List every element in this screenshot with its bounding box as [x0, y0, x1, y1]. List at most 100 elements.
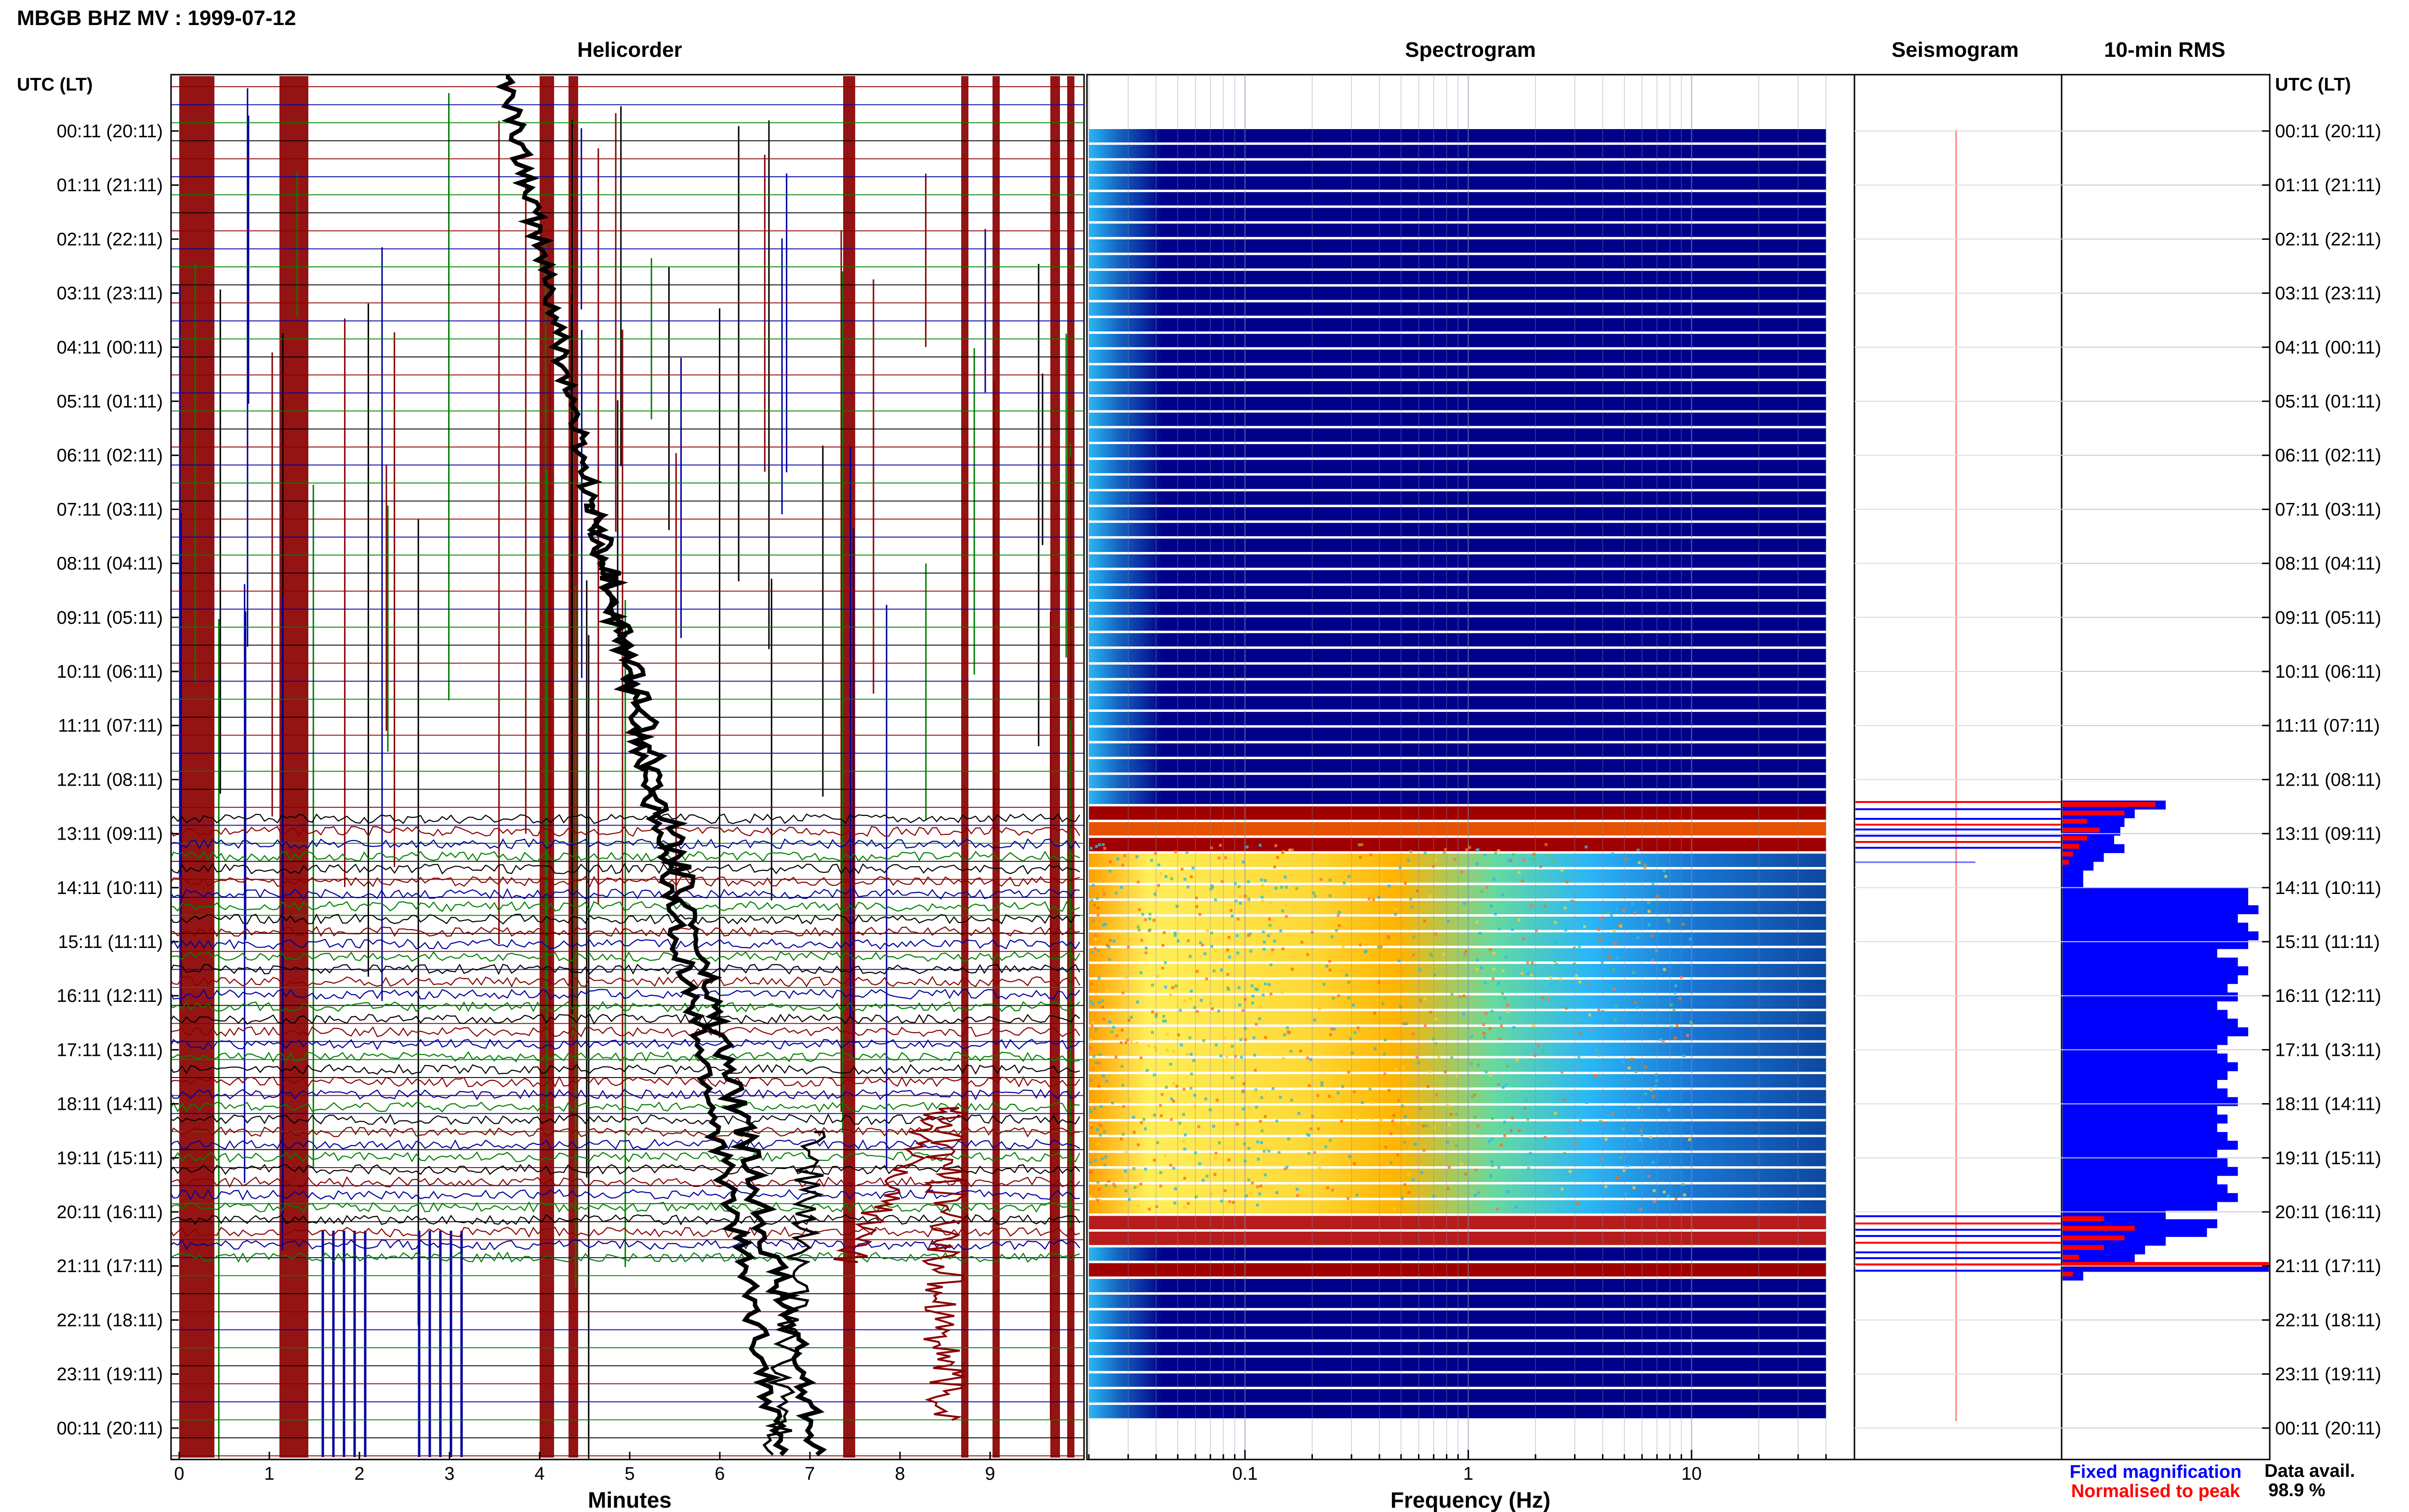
time-tick-label: 01:11 (21:11) [57, 175, 163, 196]
spectrogram-speckle [1328, 1094, 1331, 1098]
spectrogram-speckle [1517, 918, 1521, 921]
spectrogram-speckle [1170, 1118, 1173, 1121]
spectrogram-speckle [1281, 991, 1284, 994]
spectrogram-speckle [1245, 845, 1249, 849]
spectrogram-speckle [1279, 1095, 1282, 1099]
spectrogram-speckle [1652, 882, 1655, 885]
spectrogram-row [1089, 1263, 1826, 1277]
spectrogram-speckle [1276, 856, 1279, 859]
spectrogram-speckle [1418, 1107, 1422, 1110]
spectrogram-speckle [1268, 924, 1271, 927]
spectrogram-speckle [1530, 973, 1533, 976]
helicorder-noise-trace [171, 951, 1080, 962]
spectrogram-speckle [1133, 1186, 1137, 1189]
spectrogram-speckle [1284, 886, 1288, 889]
spectrogram-speckle [1284, 875, 1287, 879]
spectrogram-speckle [1401, 1104, 1404, 1107]
spectrogram-speckle [1093, 947, 1097, 950]
spectrogram-speckle [1377, 981, 1381, 984]
spectrogram-speckle [1435, 1093, 1438, 1097]
spectrogram-speckle [1192, 1059, 1195, 1062]
spectrogram-speckle [1470, 1035, 1473, 1039]
spectrogram-speckle [1462, 1012, 1465, 1016]
spectrogram-row [1089, 743, 1826, 757]
minutes-tick-label: 7 [805, 1464, 815, 1484]
spectrogram-speckle [1142, 1118, 1146, 1121]
spectrogram-speckle [1308, 1084, 1311, 1087]
spectrogram-row [1089, 1310, 1826, 1324]
spectrogram-speckle [1210, 945, 1214, 948]
spectrogram-speckle [1615, 907, 1618, 910]
spectrogram-speckle [1159, 872, 1163, 875]
spectrogram-speckle [1446, 1187, 1450, 1190]
spectrogram-speckle [1200, 999, 1203, 1002]
spectrogram-speckle [1310, 1127, 1313, 1131]
spectrogram-speckle [1482, 1032, 1486, 1035]
spectrogram-row [1089, 680, 1826, 694]
spectrogram-row [1089, 1026, 1826, 1040]
spectrogram-speckle [1507, 1010, 1510, 1013]
spectrogram-speckle [1384, 1038, 1387, 1041]
rms-bar [2063, 922, 2249, 932]
helicorder-noise-trace [171, 913, 1080, 925]
spectrogram-speckle [1159, 1171, 1163, 1174]
helicorder-noise-trace [171, 901, 1080, 913]
spectrogram-row [1089, 444, 1826, 458]
spectrogram-row [1089, 129, 1826, 143]
spectrogram-speckle [1184, 1133, 1187, 1137]
spectrogram-speckle [1137, 925, 1140, 929]
spectrogram-speckle [1274, 844, 1278, 847]
spectrogram-speckle [1328, 968, 1332, 972]
spectrogram-speckle [1354, 1114, 1357, 1117]
spectrogram-speckle [1198, 913, 1202, 916]
spectrogram-speckle [1489, 1073, 1492, 1077]
spectrogram-speckle [1475, 862, 1479, 866]
time-tick-label: 08:11 (04:11) [57, 554, 163, 574]
spectrogram-speckle [1194, 1195, 1198, 1198]
spectrogram-speckle [1099, 1124, 1102, 1127]
spectrogram-speckle [1367, 897, 1371, 901]
spectrogram-speckle [1598, 938, 1602, 942]
spectrogram-speckle [1418, 968, 1421, 972]
spectrogram-speckle [1258, 843, 1262, 847]
spectrogram-row [1089, 727, 1826, 741]
spectrogram-speckle [1136, 1185, 1139, 1188]
rms-bars [2063, 801, 2269, 1281]
spectrogram-speckle [1423, 919, 1426, 922]
legend-normalised-to-peak: Normalised to peak [2071, 1481, 2240, 1501]
spectrogram-row [1089, 1216, 1826, 1229]
spectrogram-speckle [1512, 1026, 1515, 1029]
spectrogram-speckle [1103, 1130, 1106, 1133]
spectrogram-row [1089, 145, 1826, 158]
seismogram-title: Seismogram [1892, 38, 2019, 62]
spectrogram-speckle [1136, 1000, 1139, 1004]
spectrogram-speckle [1183, 1177, 1186, 1180]
time-tick-label: 09:11 (05:11) [2275, 608, 2381, 628]
helicorder-noise-trace [171, 963, 1080, 975]
rms-normalised-bar [2063, 1226, 2135, 1231]
spectrogram-row [1089, 271, 1826, 284]
spectrogram-speckle [1371, 1101, 1375, 1104]
spectrogram-speckle [1189, 955, 1192, 958]
spectrogram-speckle [1279, 929, 1283, 933]
spectrogram-speckle [1178, 1009, 1182, 1012]
frequency-axis-label: Frequency (Hz) [1390, 1487, 1550, 1512]
spectrogram-speckle [1277, 1151, 1281, 1154]
spectrogram-speckle [1508, 858, 1511, 862]
spectrogram-speckle [1126, 1039, 1129, 1042]
spectrogram-row [1089, 160, 1826, 174]
spectrogram-speckle [1202, 1039, 1205, 1042]
spectrogram-speckle [1409, 850, 1413, 854]
spectrogram-speckle [1565, 1007, 1568, 1010]
spectrogram-row [1089, 1389, 1826, 1403]
time-tick-label: 22:11 (18:11) [57, 1310, 163, 1330]
spectrogram-speckle [1098, 1062, 1101, 1065]
spectrogram-speckle [1578, 980, 1582, 984]
spectrogram-speckle [1246, 897, 1249, 900]
spectrogram-speckle [1189, 1087, 1192, 1090]
spectrogram-speckle [1621, 1060, 1624, 1064]
minutes-tick-label: 4 [534, 1464, 544, 1484]
spectrogram-speckle [1313, 894, 1317, 898]
spectrogram-speckle [1464, 950, 1468, 953]
spectrogram-speckle [1090, 1024, 1094, 1027]
